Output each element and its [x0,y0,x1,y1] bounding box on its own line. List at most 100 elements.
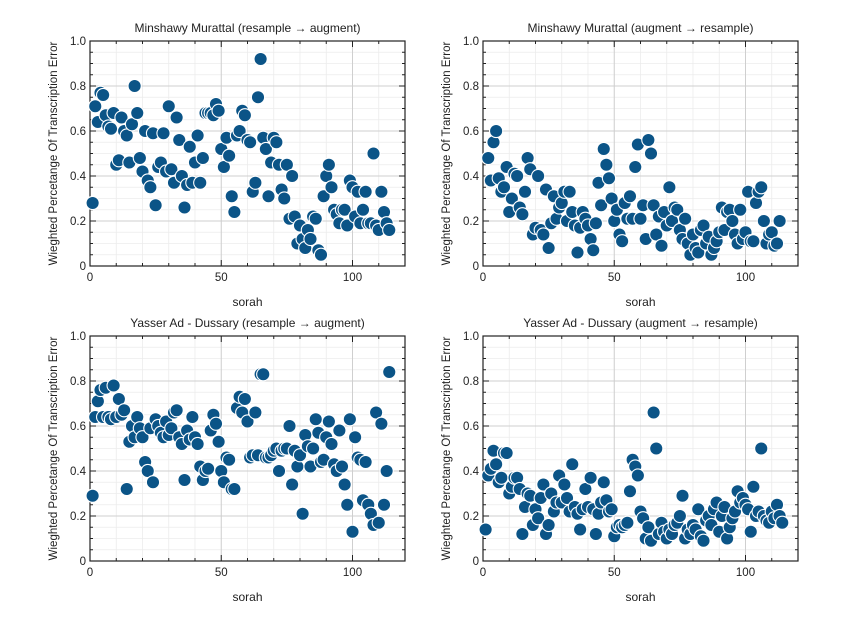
data-point [284,168,300,184]
data-point [261,189,276,204]
data-point [95,87,111,103]
y-tick-label: 0 [80,556,86,568]
data-point [240,414,255,429]
data-point [772,213,787,229]
data-point [769,236,785,251]
data-point [599,157,614,172]
data-point [379,463,394,479]
data-point [248,175,263,190]
data-point [237,108,253,123]
data-point [145,475,161,490]
data-point [557,477,572,492]
data-point [374,184,389,199]
data-point [541,240,556,256]
y-tick-label: 0 [473,261,479,273]
data-point [725,213,740,229]
x-axis-label: sorah [232,590,262,604]
data-point [135,430,150,445]
data-point [366,146,381,161]
x-tick-label: 0 [480,567,486,579]
y-tick-label: 0.6 [463,126,479,138]
data-point [775,515,790,530]
x-tick-label: 0 [480,272,486,284]
data-point [504,191,520,206]
chart-panel-2: 0 0.2 0.4 0.6 0.8 1.0 0 50 100 Minshawy Murattal … [441,21,799,309]
data-point [628,159,643,175]
data-point [559,490,575,506]
data-point [517,184,533,199]
data-point [292,448,308,463]
data-point [478,522,493,537]
data-point [646,405,661,420]
data-point [211,103,226,118]
x-tick-label: 0 [87,567,93,579]
data-point [691,502,706,517]
data-point [583,470,598,485]
data-point [116,403,132,418]
data-point [342,412,358,427]
x-tick-label: 50 [608,567,621,579]
data-point [670,202,685,217]
data-point [604,502,619,517]
x-tick-label: 0 [87,272,93,284]
data-point [143,180,158,195]
chart-panel-4: 0 0.2 0.4 0.6 0.8 1.0 0 50 100 Yasser Ad - Dussar… [441,316,799,604]
data-point [182,139,197,154]
data-point [313,247,329,262]
data-point [256,367,271,382]
data-point [253,51,268,67]
chart-title: Yasser Ad - Dussary (augment → resample) [523,316,758,330]
data-point [743,524,758,539]
data-point [622,189,638,204]
data-point [488,457,504,472]
data-point [248,405,263,420]
data-point [316,189,331,204]
x-tick-label: 100 [343,567,362,579]
data-point [756,213,772,229]
data-point [696,533,711,548]
chart-panel-3: 0 0.2 0.4 0.6 0.8 1.0 0 50 100 Yasser Ad - Dussar… [48,316,406,604]
data-point [221,452,237,467]
data-point [337,202,352,217]
y-tick-label: 0.2 [463,511,479,523]
data-point [119,481,134,497]
chart-title: Minshawy Murattal (resample → augment) [134,21,360,35]
data-point [88,99,103,114]
data-point [677,211,693,226]
data-point [588,216,604,231]
data-point [586,243,601,258]
data-point [164,162,179,177]
data-point [672,508,688,524]
data-point [643,146,659,161]
data-point [332,423,347,438]
y-tick-label: 0 [80,261,86,273]
data-point [258,141,274,157]
data-point [282,418,297,434]
data-points [85,364,397,539]
data-point [271,463,287,479]
data-point [641,520,656,535]
data-point [371,515,386,530]
x-tick-label: 50 [215,567,228,579]
y-axis-label: Wieghted Percetange Of Transcription Err… [48,41,60,265]
data-point [103,121,119,136]
data-point [536,477,551,492]
x-axis-label: sorah [625,295,655,309]
data-point [515,207,530,222]
data-point [308,211,323,226]
data-point [572,522,588,537]
data-point [324,180,339,195]
y-tick-label: 1.0 [463,36,479,48]
data-point [193,175,208,190]
y-tick-label: 0.4 [70,171,87,183]
y-tick-label: 0.2 [70,216,86,228]
y-tick-label: 0.2 [463,216,479,228]
data-point [345,524,360,539]
data-point [481,150,496,166]
x-tick-label: 100 [736,272,755,284]
data-point [227,481,242,497]
data-point [185,409,200,425]
y-tick-label: 0.8 [70,81,86,93]
data-point [641,132,656,148]
data-point [633,211,648,226]
